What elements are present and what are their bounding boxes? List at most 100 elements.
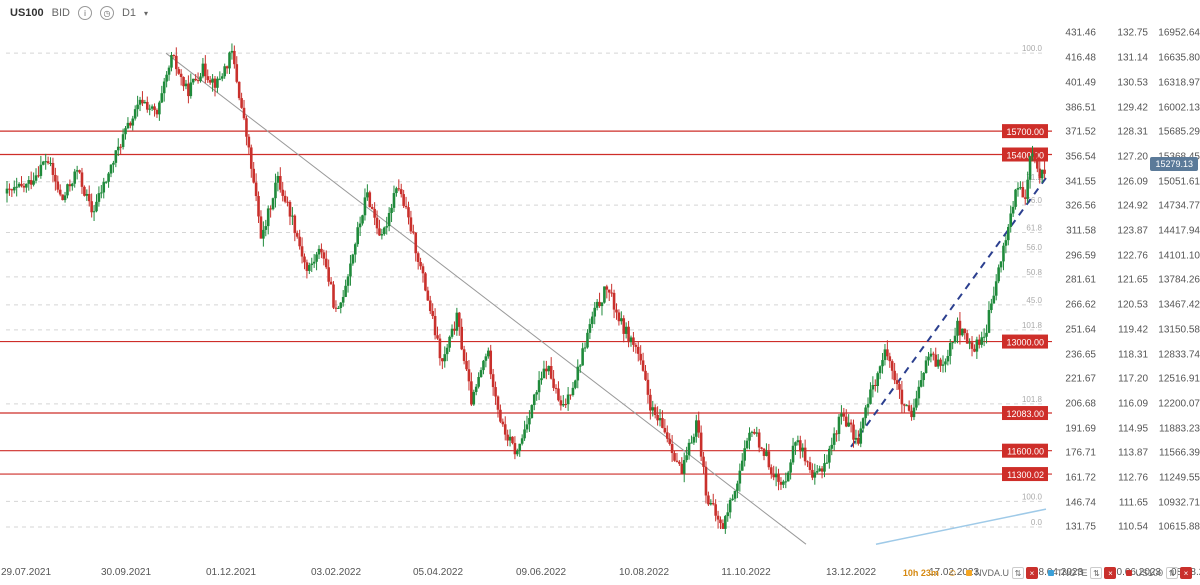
y-axis-row: 221.67117.2012516.91 <box>1050 374 1200 385</box>
y-col2: 122.76 <box>1104 250 1148 261</box>
y-col1: 161.72 <box>1052 472 1096 483</box>
y-axis-row: 341.55126.0915051.61 <box>1050 176 1200 187</box>
y-col1: 311.58 <box>1052 226 1096 237</box>
y-col3: 13784.26 <box>1156 275 1200 286</box>
y-col1: 431.46 <box>1052 28 1096 39</box>
x-tick: 29.07.2021 <box>1 567 51 578</box>
y-col1: 401.49 <box>1052 77 1096 88</box>
dropdown-icon[interactable]: ▾ <box>144 9 148 18</box>
info-icon[interactable]: i <box>78 6 92 20</box>
y-col1: 191.69 <box>1052 423 1096 434</box>
toggle-icon[interactable]: ⇅ <box>1090 567 1102 579</box>
plot-area[interactable]: 100.071.266.061.856.050.845.0101.8101.81… <box>6 22 1046 552</box>
y-col3: 10932.71 <box>1156 497 1200 508</box>
y-col3: 12200.07 <box>1156 398 1200 409</box>
y-axis-row: 416.48131.1416635.80 <box>1050 53 1200 64</box>
y-col1: 131.75 <box>1052 522 1096 533</box>
y-col1: 296.59 <box>1052 250 1096 261</box>
svg-text:11600.00: 11600.00 <box>1007 447 1044 457</box>
y-axis-row: 176.71113.8711566.39 <box>1050 448 1200 459</box>
y-col2: 118.31 <box>1104 349 1148 360</box>
y-col1: 146.74 <box>1052 497 1096 508</box>
y-col2: 121.65 <box>1104 275 1148 286</box>
svg-text:100.0: 100.0 <box>1022 44 1043 53</box>
legend-label: US100 <box>1135 568 1163 578</box>
y-col1: 236.65 <box>1052 349 1096 360</box>
y-col3: 15051.61 <box>1156 176 1200 187</box>
y-col2: 130.53 <box>1104 77 1148 88</box>
y-col2: 119.42 <box>1104 324 1148 335</box>
y-axis-row: 401.49 130.53 16318.97 <box>1050 77 1200 88</box>
y-axis-row: 251.64119.4213150.58 <box>1050 324 1200 335</box>
legend-item[interactable]: US100⇅× <box>1126 567 1192 579</box>
legend-item[interactable]: NVDA.U⇅× <box>966 567 1038 579</box>
y-col2: 124.92 <box>1104 201 1148 212</box>
y-col2: 113.87 <box>1104 448 1148 459</box>
svg-text:101.8: 101.8 <box>1022 321 1043 330</box>
y-col3: 11883.23 <box>1156 423 1200 434</box>
y-axis-row: 326.56124.9214734.77 <box>1050 201 1200 212</box>
y-axis-row: 311.58123.8714417.94 <box>1050 226 1200 237</box>
footer-legend: 10h 23m ⏲ NVDA.U⇅×TNOTE⇅×US100⇅× <box>903 567 1192 579</box>
y-axis-row: 431.46132.7516952.64 <box>1050 28 1200 39</box>
svg-text:15700.00: 15700.00 <box>1006 127 1044 137</box>
legend-controls[interactable]: ⇅× <box>1166 567 1192 579</box>
y-col2: 128.31 <box>1104 127 1148 138</box>
y-col2: 129.42 <box>1104 102 1148 113</box>
y-col3: 16318.97 <box>1156 77 1200 88</box>
clock-icon[interactable]: ◷ <box>100 6 114 20</box>
legend-label: NVDA.U <box>975 568 1009 578</box>
legend-dot <box>966 570 972 576</box>
svg-text:56.0: 56.0 <box>1026 243 1042 252</box>
chart-header: US100 BID i ◷ D1 ▾ <box>10 6 148 20</box>
y-axis-row: 281.61 121.65 13784.26 <box>1050 275 1200 286</box>
timeframe-label: D1 <box>122 7 136 19</box>
y-col2: 131.14 <box>1104 53 1148 64</box>
close-icon[interactable]: × <box>1104 567 1116 579</box>
y-col2: 126.09 <box>1104 176 1148 187</box>
y-col3: 14101.10 <box>1156 250 1200 261</box>
svg-text:0.0: 0.0 <box>1031 518 1043 527</box>
countdown-icon: ⏲ <box>949 568 956 579</box>
y-axis-row: 161.72112.7611249.55 <box>1050 472 1200 483</box>
legend-controls[interactable]: ⇅× <box>1090 567 1116 579</box>
y-col2: 110.54 <box>1104 522 1148 533</box>
x-tick: 05.04.2022 <box>413 567 463 578</box>
svg-text:101.8: 101.8 <box>1022 395 1043 404</box>
svg-text:61.8: 61.8 <box>1026 223 1042 232</box>
countdown-label: 10h 23m <box>903 568 939 578</box>
svg-text:12083.00: 12083.00 <box>1006 409 1044 419</box>
y-col1: 356.54 <box>1052 151 1096 162</box>
current-price-badge: 15279.13 <box>1150 157 1198 171</box>
y-col3: 16952.64 <box>1156 28 1200 39</box>
toggle-icon[interactable]: ⇅ <box>1166 567 1178 579</box>
bid-label: BID <box>52 7 70 19</box>
y-axis-row: 386.51129.4216002.13 <box>1050 102 1200 113</box>
x-tick: 13.12.2022 <box>826 567 876 578</box>
legend-dot <box>1048 570 1054 576</box>
y-col2: 120.53 <box>1104 300 1148 311</box>
legend-controls[interactable]: ⇅× <box>1012 567 1038 579</box>
y-col2: 117.20 <box>1104 374 1148 385</box>
y-col1: 281.61 <box>1052 275 1096 286</box>
toggle-icon[interactable]: ⇅ <box>1012 567 1024 579</box>
close-icon[interactable]: × <box>1026 567 1038 579</box>
y-col2: 116.09 <box>1104 398 1148 409</box>
svg-text:45.0: 45.0 <box>1026 296 1042 305</box>
y-col2: 112.76 <box>1104 472 1148 483</box>
y-col2: 123.87 <box>1104 226 1148 237</box>
x-tick: 09.06.2022 <box>516 567 566 578</box>
close-icon[interactable]: × <box>1180 567 1192 579</box>
symbol-label: US100 <box>10 7 44 19</box>
x-tick: 11.10.2022 <box>721 567 770 578</box>
y-col1: 326.56 <box>1052 201 1096 212</box>
y-col1: 251.64 <box>1052 324 1096 335</box>
legend-item[interactable]: TNOTE⇅× <box>1048 567 1117 579</box>
y-col1: 371.52 <box>1052 127 1096 138</box>
y-col1: 176.71 <box>1052 448 1096 459</box>
y-col3: 13467.42 <box>1156 300 1200 311</box>
y-axis-row: 131.75110.5410615.88 <box>1050 522 1200 533</box>
y-axis-row: 266.62120.5313467.42 <box>1050 300 1200 311</box>
y-col3: 15685.29 <box>1156 127 1200 138</box>
x-axis: 29.07.202130.09.202101.12.202103.02.2022… <box>6 567 1046 585</box>
